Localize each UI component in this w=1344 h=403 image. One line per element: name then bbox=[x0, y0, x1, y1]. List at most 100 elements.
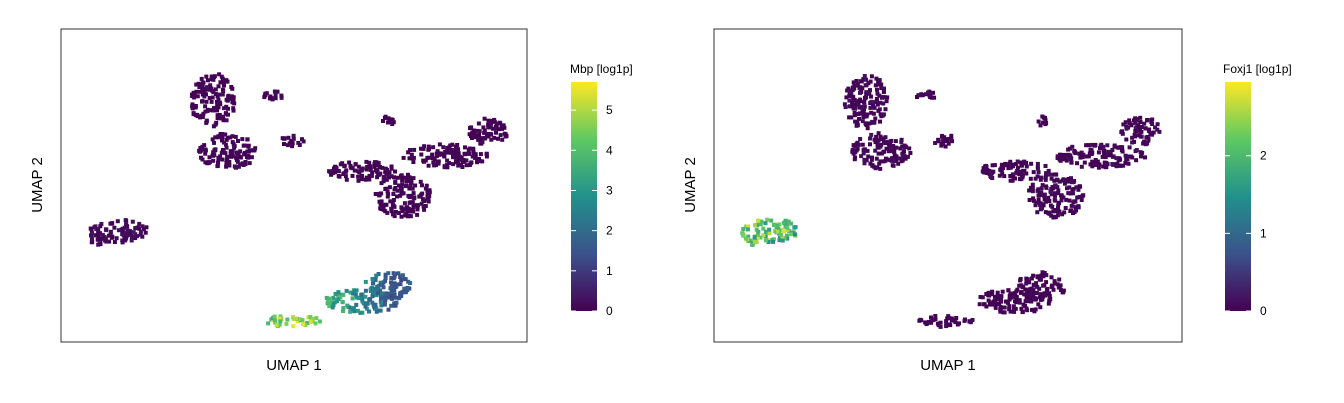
scatter-point bbox=[887, 142, 891, 147]
scatter-point bbox=[1035, 210, 1040, 215]
scatter-point bbox=[387, 175, 391, 180]
scatter-point bbox=[360, 310, 365, 315]
scatter-point bbox=[351, 291, 356, 296]
scatter-point bbox=[390, 202, 395, 206]
scatter-point bbox=[1133, 116, 1138, 121]
scatter-point bbox=[868, 136, 872, 141]
scatter-point bbox=[392, 288, 397, 293]
scatter-point bbox=[932, 95, 937, 100]
scatter-point bbox=[328, 169, 333, 174]
scatter-point bbox=[854, 79, 859, 83]
scatter-point bbox=[1062, 155, 1067, 159]
scatter-point bbox=[473, 155, 477, 160]
scatter-point bbox=[344, 177, 349, 182]
scatter-point bbox=[501, 123, 506, 128]
scatter-point bbox=[350, 173, 355, 178]
scatter-point bbox=[246, 155, 251, 160]
scatter-point bbox=[857, 86, 862, 91]
scatter-point bbox=[331, 296, 336, 300]
scatter-point bbox=[236, 139, 240, 143]
scatter-point bbox=[393, 209, 398, 214]
scatter-point bbox=[359, 292, 364, 297]
scatter-point bbox=[336, 292, 341, 297]
scatter-point bbox=[463, 145, 467, 150]
scatter-point bbox=[1031, 198, 1036, 203]
scatter-point bbox=[93, 224, 98, 229]
scatter-point bbox=[1044, 292, 1049, 297]
scatter-point bbox=[1055, 154, 1060, 159]
scatter-point bbox=[268, 94, 273, 99]
scatter-point bbox=[374, 169, 379, 174]
scatter-point bbox=[1006, 288, 1011, 293]
scatter-point bbox=[400, 182, 405, 187]
scatter-point bbox=[861, 111, 866, 116]
scatter-point bbox=[215, 108, 219, 113]
scatter-point bbox=[209, 74, 214, 79]
scatter-point bbox=[869, 74, 874, 79]
scatter-point bbox=[373, 192, 378, 196]
scatter-point bbox=[929, 320, 934, 325]
scatter-point bbox=[1031, 196, 1036, 201]
scatter-point bbox=[1051, 215, 1056, 220]
scatter-point bbox=[948, 323, 953, 328]
scatter-point bbox=[209, 99, 214, 104]
scatter-point bbox=[348, 309, 353, 314]
scatter-point bbox=[986, 290, 991, 295]
scatter-point bbox=[359, 168, 364, 173]
scatter-point bbox=[301, 322, 305, 327]
scatter-point bbox=[216, 160, 220, 165]
scatter-point bbox=[329, 172, 334, 177]
scatter-point bbox=[481, 125, 486, 130]
scatter-point bbox=[368, 164, 373, 169]
scatter-point bbox=[1043, 210, 1048, 215]
scatter-point bbox=[1001, 310, 1006, 315]
scatter-point bbox=[336, 290, 341, 295]
scatter-point bbox=[1070, 191, 1075, 196]
scatter-point bbox=[878, 134, 883, 139]
scatter-point bbox=[89, 236, 94, 241]
scatter-point bbox=[1048, 297, 1053, 301]
scatter-point bbox=[851, 98, 856, 103]
colorbar-tick-label: 0 bbox=[606, 304, 613, 318]
scatter-point bbox=[862, 147, 867, 152]
scatter-point bbox=[365, 165, 370, 169]
scatter-point bbox=[223, 142, 228, 147]
scatter-point bbox=[862, 157, 867, 162]
scatter-point bbox=[1065, 178, 1070, 183]
scatter-point bbox=[987, 293, 992, 298]
scatter-point bbox=[109, 235, 114, 240]
scatter-point bbox=[377, 199, 382, 204]
scatter-point bbox=[403, 184, 408, 189]
scatter-point bbox=[1008, 295, 1013, 300]
scatter-point bbox=[1069, 203, 1074, 208]
scatter-point bbox=[451, 162, 456, 167]
scatter-point bbox=[1133, 120, 1138, 125]
scatter-point bbox=[1133, 126, 1138, 131]
scatter-point bbox=[1038, 297, 1043, 302]
scatter-point bbox=[894, 145, 899, 150]
scatter-point bbox=[341, 172, 346, 176]
scatter-point bbox=[340, 299, 345, 304]
scatter-point bbox=[847, 98, 852, 103]
scatter-point bbox=[1127, 145, 1132, 150]
scatter-point bbox=[213, 87, 218, 92]
scatter-point bbox=[1047, 291, 1051, 296]
scatter-point bbox=[785, 225, 790, 230]
scatter-point bbox=[878, 159, 883, 164]
scatter-point bbox=[886, 139, 890, 144]
scatter-point bbox=[986, 298, 991, 303]
scatter-point bbox=[1057, 209, 1062, 214]
scatter-point bbox=[1134, 148, 1139, 152]
scatter-point bbox=[864, 158, 869, 163]
scatter-point bbox=[1051, 172, 1056, 177]
scatter-point bbox=[889, 149, 894, 154]
scatter-point bbox=[229, 85, 234, 89]
scatter-point bbox=[140, 224, 145, 229]
scatter-point bbox=[858, 137, 863, 141]
scatter-point bbox=[418, 179, 423, 184]
scatter-point bbox=[854, 142, 859, 147]
scatter-point bbox=[391, 192, 396, 196]
scatter-point bbox=[1041, 294, 1046, 299]
scatter-point bbox=[855, 82, 860, 86]
scatter-point bbox=[792, 232, 797, 237]
